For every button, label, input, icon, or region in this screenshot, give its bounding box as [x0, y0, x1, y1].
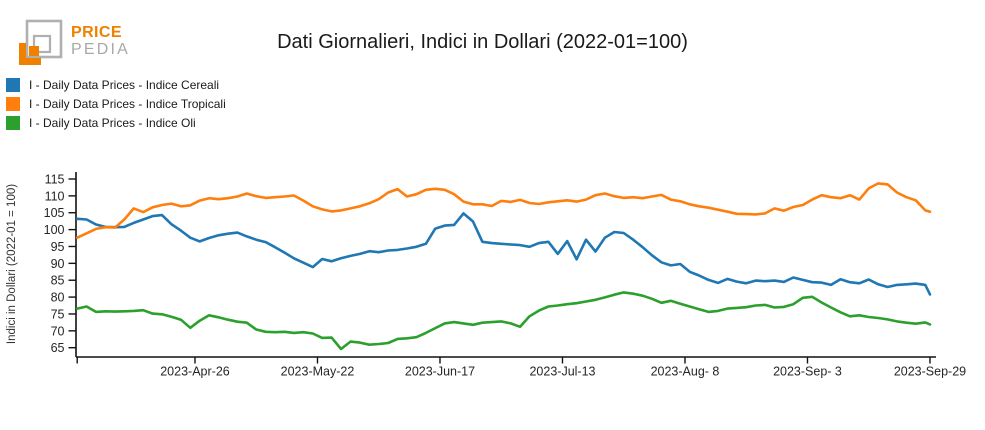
y-tick-label: 85 [51, 274, 65, 288]
series-line-1 [75, 212, 932, 296]
pricepedia-logo: PRICE PEDIA [16, 15, 130, 69]
x-tick-label: 2023-May-22 [281, 365, 355, 379]
pricepedia-logo-icon [19, 19, 63, 65]
y-tick-label: 70 [51, 324, 65, 338]
legend-label: I - Daily Data Prices - Indice Tropicali [29, 96, 226, 111]
y-tick-label: 90 [51, 257, 65, 271]
legend-label: I - Daily Data Prices - Indice Oli [29, 115, 196, 130]
y-tick-label: 110 [45, 189, 65, 203]
pricepedia-logo-text: PRICE PEDIA [71, 24, 131, 59]
x-tick-label: 2023-Apr-26 [160, 365, 230, 379]
series-line-2 [75, 182, 932, 239]
legend-label: I - Daily Data Prices - Indice Cereali [29, 77, 220, 92]
legend-swatch [6, 115, 20, 130]
brand-name-top: PRICE [71, 24, 122, 42]
x-tick-label: 2023-Jul-13 [529, 365, 595, 379]
y-tick-label: 100 [44, 223, 65, 237]
x-tick-label: 2023-Jun-17 [405, 365, 475, 379]
legend-item: I - Daily Data Prices - Indice Cereali [6, 75, 226, 94]
y-tick-label: 95 [51, 240, 65, 254]
series-line-3 [75, 291, 932, 351]
x-tick-label: 2023-Sep-29 [894, 365, 966, 379]
legend-swatch [6, 77, 20, 92]
y-tick-label: 75 [51, 307, 65, 321]
y-tick-label: 65 [51, 341, 65, 355]
brand-name-bottom: PEDIA [71, 41, 131, 58]
chart-title: Dati Giornalieri, Indici in Dollari (202… [277, 31, 688, 53]
y-axis-title: Indici in Dollari (2022-01 = 100) [6, 184, 18, 344]
chart-legend: I - Daily Data Prices - Indice Cereali I … [6, 75, 226, 132]
legend-item: I - Daily Data Prices - Indice Tropicali [6, 94, 226, 113]
legend-swatch [6, 96, 20, 111]
x-tick-label: 2023-Aug- 8 [651, 365, 720, 379]
x-tick-label: 2023-Sep- 3 [773, 365, 842, 379]
y-tick-label: 115 [45, 173, 65, 187]
y-tick-label: 105 [44, 206, 65, 220]
legend-item: I - Daily Data Prices - Indice Oli [6, 113, 226, 132]
y-tick-label: 80 [51, 291, 65, 305]
